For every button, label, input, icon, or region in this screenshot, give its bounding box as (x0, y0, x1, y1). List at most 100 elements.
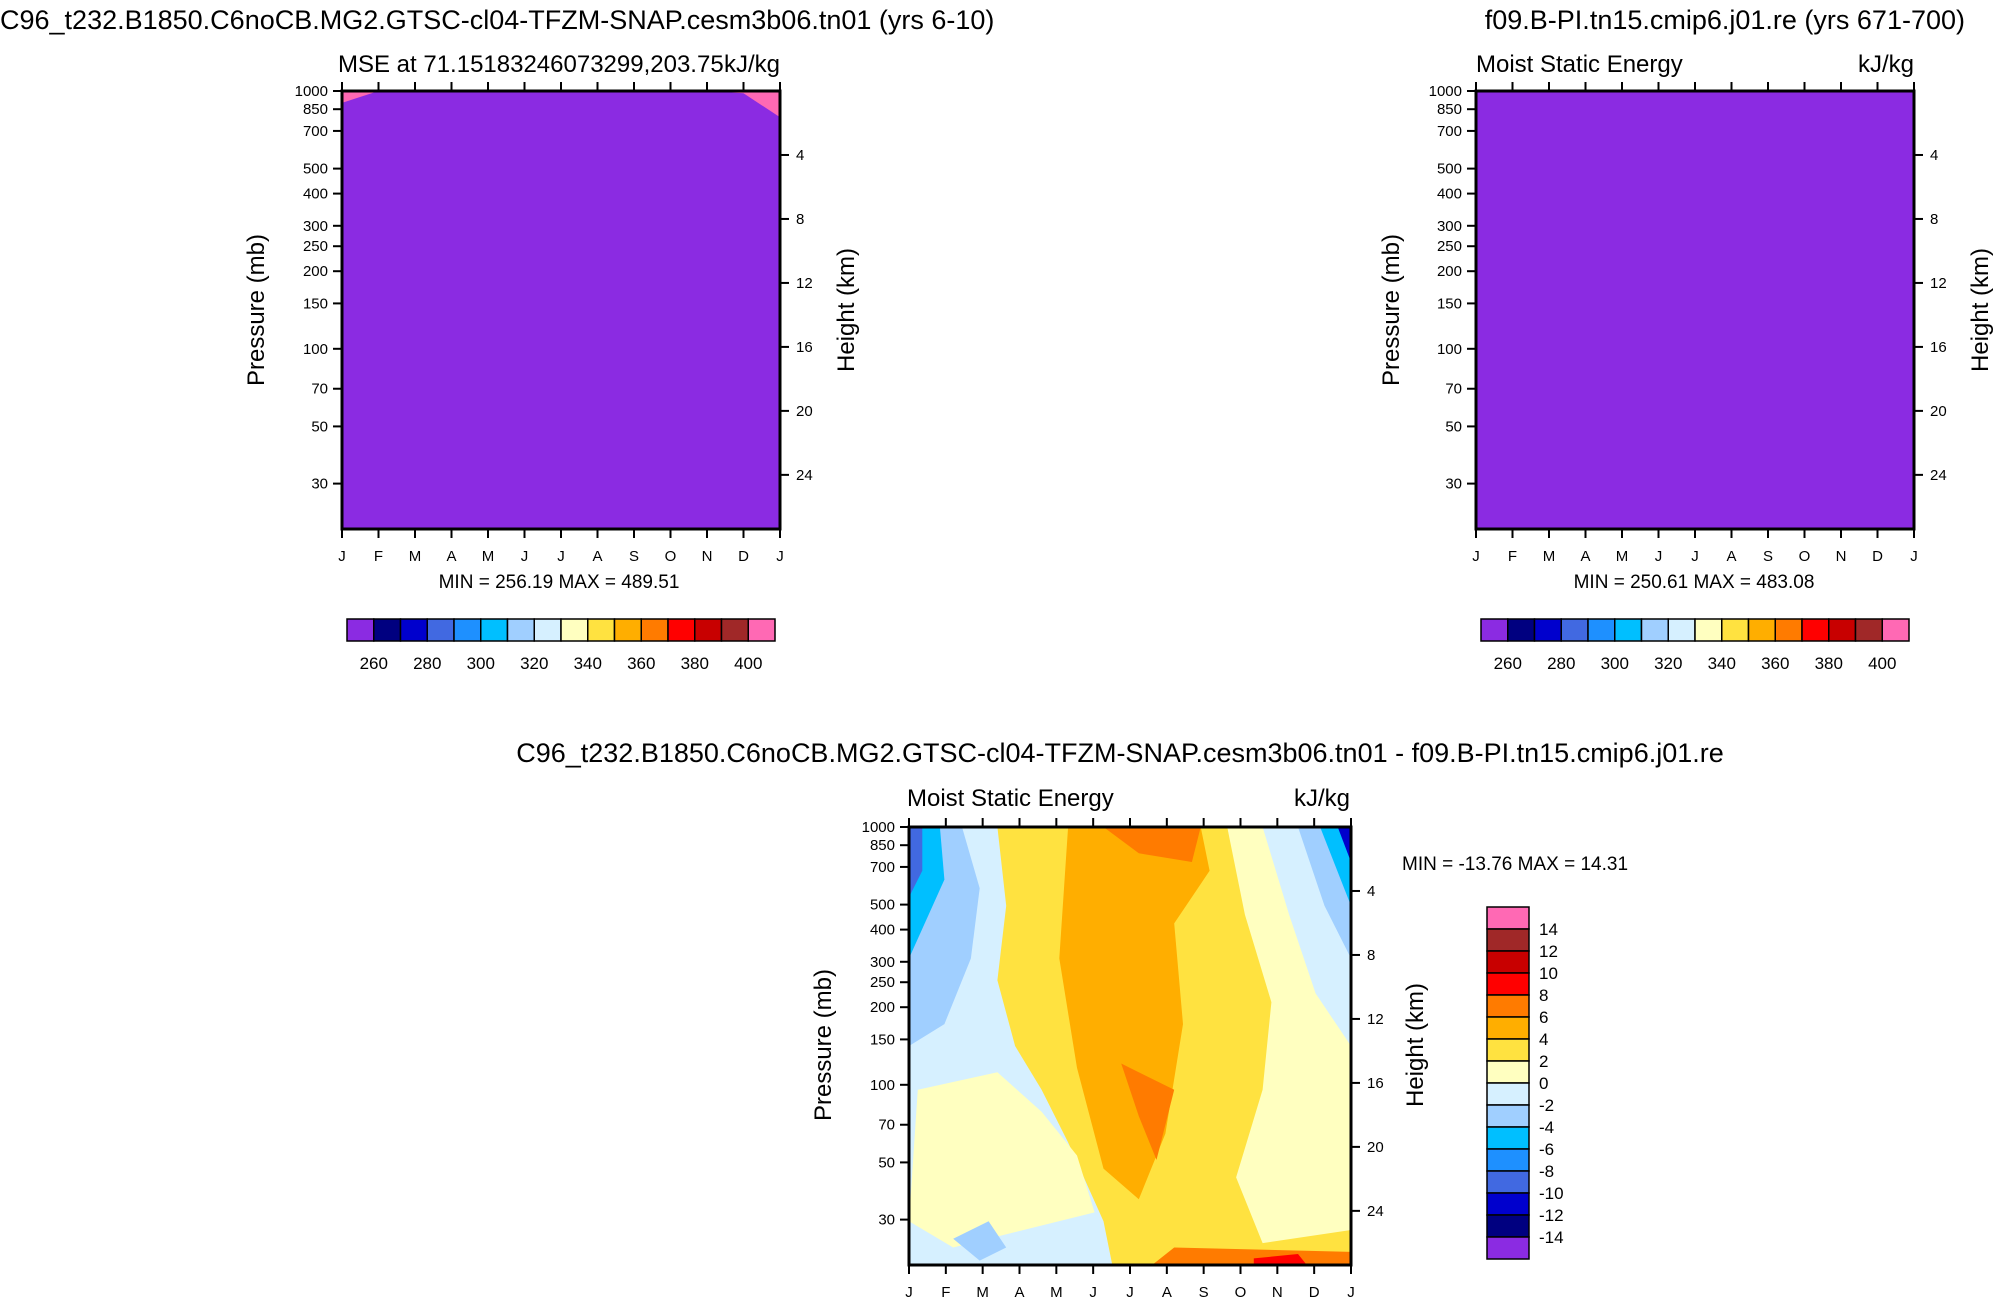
panel2-ytick-right-label: 20 (1930, 403, 1947, 420)
panel3-zone-surface-red (1253, 1254, 1307, 1265)
panel1-axes: J F M A M J J A S O N D J 30 50 70 100 150 200 250 300 400 500… (295, 82, 813, 565)
panel3-cbar-cell (1486, 1214, 1530, 1238)
panel1-cbar-cell (560, 618, 589, 642)
panel1-ytick-right-label: 20 (796, 403, 813, 420)
panel3-ytick-label: 150 (870, 1031, 895, 1048)
panel2-xtick-label: J (1910, 548, 1918, 565)
panel3-cbar-label: 2 (1539, 1052, 1548, 1071)
panel2-xtick-label: J (1655, 548, 1663, 565)
panel2-ytick-label: 700 (1437, 123, 1462, 140)
panel2-xtick-label: O (1799, 548, 1811, 565)
panel1-ytick-label: 30 (311, 476, 328, 493)
panel1-cbar-cell (346, 618, 375, 642)
panel2-ytick-label: 150 (1437, 295, 1462, 312)
panel3-ytick-label: 400 (870, 922, 895, 939)
panel3-ytick-label: 250 (870, 974, 895, 991)
panel3-ytick-right-label: 16 (1367, 1075, 1384, 1092)
panel2-axes: J F M A M J J A S O N D J 30 50 70 100 150 200 250 300 400 500… (1429, 82, 1947, 565)
panel3-cbar-cell (1486, 994, 1530, 1018)
panel1-xtick-label: J (776, 548, 784, 565)
panel3-ylabel-right: Height (km) (1402, 983, 1429, 1107)
panel1-xtick-label: J (557, 548, 565, 565)
panel1-colorbar: 260 280 300 320 340 360 380 400 (346, 618, 776, 673)
panel1-xtick-label: F (374, 548, 383, 565)
panel1-subtitle-right: kJ/kg (724, 51, 780, 78)
panel2-ytick-right-label: 12 (1930, 275, 1947, 292)
panel1-xtick-label: A (592, 548, 602, 565)
panel2-cbar-label: 340 (1708, 654, 1736, 673)
panel2-ytick-label: 100 (1437, 341, 1462, 358)
panel1-ytick-label: 850 (303, 101, 328, 118)
panel2-stats: MIN = 250.61 MAX = 483.08 (1574, 572, 1815, 593)
panel3-cbar-cell (1486, 1016, 1530, 1040)
panel3-ytick-label: 100 (870, 1077, 895, 1094)
panel2-ytick-label: 50 (1445, 418, 1462, 435)
panel2-ytick-label: 850 (1437, 101, 1462, 118)
panel3-xtick-label: A (1162, 1284, 1172, 1301)
panel2-cbar-label: 280 (1547, 654, 1575, 673)
panel1-xtick-label: A (446, 548, 456, 565)
panel2-ytick-right-label: 24 (1930, 467, 1947, 484)
panel3-cbar-label: -4 (1539, 1118, 1554, 1137)
panel3-cbar-cell (1486, 1060, 1530, 1084)
panel2-subtitle-left: Moist Static Energy (1476, 51, 1683, 78)
panel1-cbar-cell (506, 618, 535, 642)
panel3-contour-field (909, 827, 1351, 1265)
panel2-xtick-label: F (1508, 548, 1517, 565)
panel1-xtick-label: J (338, 548, 346, 565)
panel2-xtick-label: M (1616, 548, 1629, 565)
panel3-cbar-cell (1486, 1192, 1530, 1216)
panel3-cbar-cell (1486, 1038, 1530, 1062)
panel1-ytick-right-label: 16 (796, 339, 813, 356)
panel3-zone-paleyellow (909, 1072, 1095, 1248)
panel1-cbar-label: 320 (520, 654, 548, 673)
panel3-xtick-label: N (1272, 1284, 1283, 1301)
panel1-cbar-cell (747, 618, 776, 642)
panel1-band-15 (342, 91, 780, 529)
panel3-cbar-cell (1486, 1104, 1530, 1128)
panel2-ytick-right-label: 16 (1930, 339, 1947, 356)
panel3-xtick-label: M (1050, 1284, 1063, 1301)
panel2-xtick-label: J (1472, 548, 1480, 565)
panel2-ytick-label: 250 (1437, 238, 1462, 255)
panel3-cbar-label: 4 (1539, 1030, 1548, 1049)
panel1-ytick-right-label: 24 (796, 467, 813, 484)
panel3-cbar-cell (1486, 928, 1530, 952)
panel1-ytick-label: 400 (303, 186, 328, 203)
panel3-cbar-label: -12 (1539, 1206, 1564, 1225)
panel2-cbar-cell (1614, 618, 1643, 642)
panel1-ytick-right-label: 8 (796, 211, 804, 228)
panel1-cbar-label: 360 (627, 654, 655, 673)
panel2-cbar-cell (1694, 618, 1723, 642)
panel2-ytick-label: 300 (1437, 218, 1462, 235)
panel2-cbar-cell (1533, 618, 1562, 642)
panel1-subtitle-left: MSE at 71.15183246073299,203.75 (338, 51, 724, 78)
panel3-cbar-label: 14 (1539, 920, 1558, 939)
panel3-cbar-label: 10 (1539, 964, 1558, 983)
panel2-cbar-cell (1828, 618, 1857, 642)
panel2-cbar-cell (1747, 618, 1776, 642)
panel3-cbar-label: 6 (1539, 1008, 1548, 1027)
panel2-ytick-right-label: 4 (1930, 147, 1938, 164)
panel3-ytick-label: 850 (870, 837, 895, 854)
panel3-stats: MIN = -13.76 MAX = 14.31 (1402, 854, 1628, 875)
panel1-ytick-label: 300 (303, 218, 328, 235)
panel2-xtick-label: A (1726, 548, 1736, 565)
panel2-ytick-label: 400 (1437, 186, 1462, 203)
panel2-ytick-right-label: 8 (1930, 211, 1938, 228)
panel3-ytick-right-label: 8 (1367, 947, 1375, 964)
panel2-title: f09.B-PI.tn15.cmip6.j01.re (yrs 671-700) (1485, 5, 1965, 35)
panel1-cbar-cell (453, 618, 482, 642)
panel1-ytick-label: 250 (303, 238, 328, 255)
panel2-cbar-label: 320 (1654, 654, 1682, 673)
panel3-cbar-cell (1486, 1082, 1530, 1106)
panel1-ytick-label: 200 (303, 263, 328, 280)
panel2-xtick-label: J (1691, 548, 1699, 565)
panel3-zone-darkorange-mid (1121, 1063, 1175, 1160)
panel1-cbar-cell (587, 618, 616, 642)
panel3-cbar-label: -8 (1539, 1162, 1554, 1181)
panel2-cbar-label: 300 (1601, 654, 1629, 673)
panel1-cbar-label: 260 (360, 654, 388, 673)
panel1-stats: MIN = 256.19 MAX = 489.51 (439, 572, 680, 593)
panel3-xtick-label: J (905, 1284, 913, 1301)
